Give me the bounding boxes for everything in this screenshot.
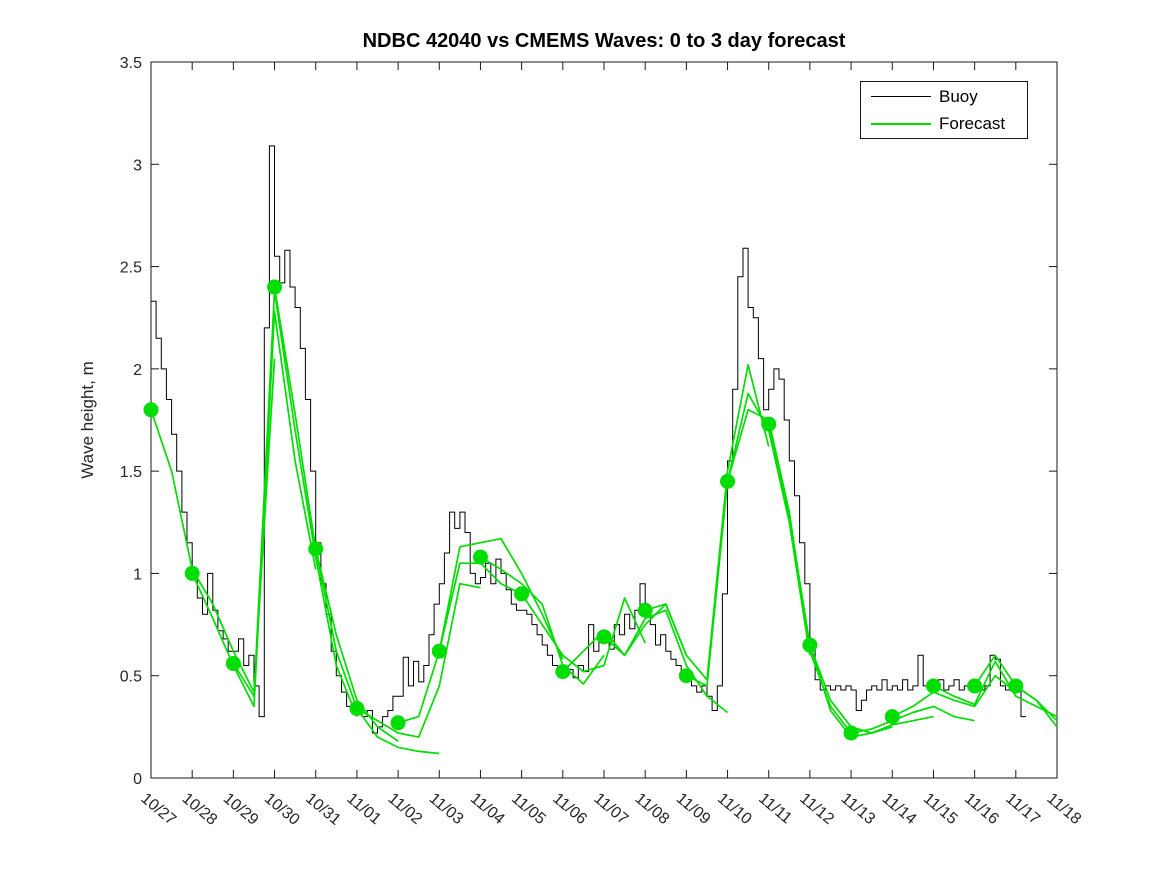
buoy-line-swatch — [871, 96, 931, 97]
forecast-run-line — [191, 310, 317, 708]
y-tick-label: 0 — [133, 771, 142, 788]
x-tick-label: 11/07 — [590, 790, 631, 828]
analysis-point-dot — [678, 668, 694, 684]
legend-item-forecast: Forecast — [871, 114, 1027, 134]
x-tick-label: 11/15 — [920, 790, 961, 828]
analysis-point-dot — [720, 473, 736, 489]
x-tick-label: 11/17 — [1002, 790, 1043, 828]
x-tick-label: 11/14 — [879, 790, 920, 828]
forecast-run-line — [438, 537, 564, 660]
x-tick-label: 10/29 — [220, 790, 262, 829]
forecast-run-line — [809, 644, 934, 738]
x-tick-label: 11/10 — [714, 790, 755, 828]
forecast-run-line — [314, 548, 440, 755]
x-tick-label: 10/28 — [179, 790, 221, 829]
forecast-run-line — [726, 408, 852, 734]
analysis-point-dot — [472, 549, 488, 565]
x-tick-label: 11/16 — [961, 790, 1002, 828]
analysis-point-dot — [761, 416, 777, 432]
x-tick-label: 11/09 — [673, 790, 714, 828]
x-tick-label: 11/11 — [755, 790, 795, 827]
x-tick-label: 11/18 — [1043, 790, 1084, 828]
forecast-run-line — [603, 609, 729, 714]
forecast-run-line — [232, 290, 358, 717]
forecast-run-line — [686, 392, 811, 687]
x-tick-label: 11/02 — [385, 790, 426, 828]
x-tick-label: 10/30 — [261, 790, 303, 829]
analysis-point-dot — [225, 655, 241, 671]
forecast-run-line — [850, 705, 975, 734]
x-tick-label: 11/08 — [632, 790, 673, 828]
x-tick-label: 11/06 — [549, 790, 590, 828]
x-tick-label: 10/31 — [302, 790, 344, 829]
legend-label-forecast: Forecast — [939, 113, 1006, 133]
forecast-run-line — [273, 286, 399, 742]
forecast-line-swatch — [871, 122, 931, 125]
forecast-run-line — [397, 562, 522, 724]
x-tick-label: 11/03 — [426, 790, 467, 828]
x-tick-label: 11/13 — [838, 790, 879, 828]
analysis-point-dot — [884, 709, 900, 725]
x-tick-label: 10/27 — [137, 790, 179, 829]
y-tick-label: 2.5 — [120, 260, 142, 277]
analysis-point-dot — [431, 643, 447, 659]
analysis-point-dot — [925, 678, 941, 694]
analysis-point-dot — [267, 279, 283, 295]
x-tick-label: 11/01 — [343, 790, 384, 828]
y-tick-label: 3.5 — [120, 55, 142, 72]
buoy-series-line — [151, 145, 1027, 734]
x-tick-label: 11/05 — [508, 790, 549, 828]
analysis-point-dot — [967, 678, 983, 694]
chart-title: NDBC 42040 vs CMEMS Waves: 0 to 3 day fo… — [362, 30, 846, 52]
analysis-point-dot — [802, 637, 818, 653]
forecast-run-line — [933, 660, 1058, 718]
forecast-run-line — [520, 593, 646, 673]
legend-label-buoy: Buoy — [939, 86, 978, 106]
analysis-point-dot — [184, 565, 200, 581]
analysis-point-dot — [596, 629, 612, 645]
forecast-run-line — [356, 582, 481, 738]
forecast-run-line — [891, 674, 1017, 718]
analysis-point-dot — [390, 715, 406, 731]
x-tick-label: 11/04 — [467, 790, 508, 828]
forecast-run-line — [1015, 685, 1058, 728]
y-tick-label: 3 — [133, 157, 142, 174]
analysis-point-dot — [514, 586, 530, 602]
analysis-point-dot — [308, 541, 324, 557]
legend: Buoy Forecast — [860, 81, 1028, 139]
y-tick-label: 1.5 — [120, 464, 142, 481]
analysis-point-dot — [1008, 678, 1024, 694]
analysis-point-dot — [143, 402, 159, 418]
analysis-point-dot — [349, 700, 365, 716]
y-axis-label: Wave height, m — [78, 361, 97, 479]
x-tick-label: 11/12 — [796, 790, 837, 828]
y-tick-label: 2 — [133, 362, 142, 379]
plot-box — [150, 61, 1058, 779]
analysis-point-dot — [555, 664, 571, 680]
analysis-point-dot — [637, 602, 653, 618]
forecast-run-line — [480, 556, 605, 685]
y-tick-label: 0.5 — [120, 669, 142, 686]
analysis-point-dot — [843, 725, 859, 741]
y-tick-label: 1 — [133, 566, 142, 583]
legend-item-buoy: Buoy — [871, 87, 1027, 107]
